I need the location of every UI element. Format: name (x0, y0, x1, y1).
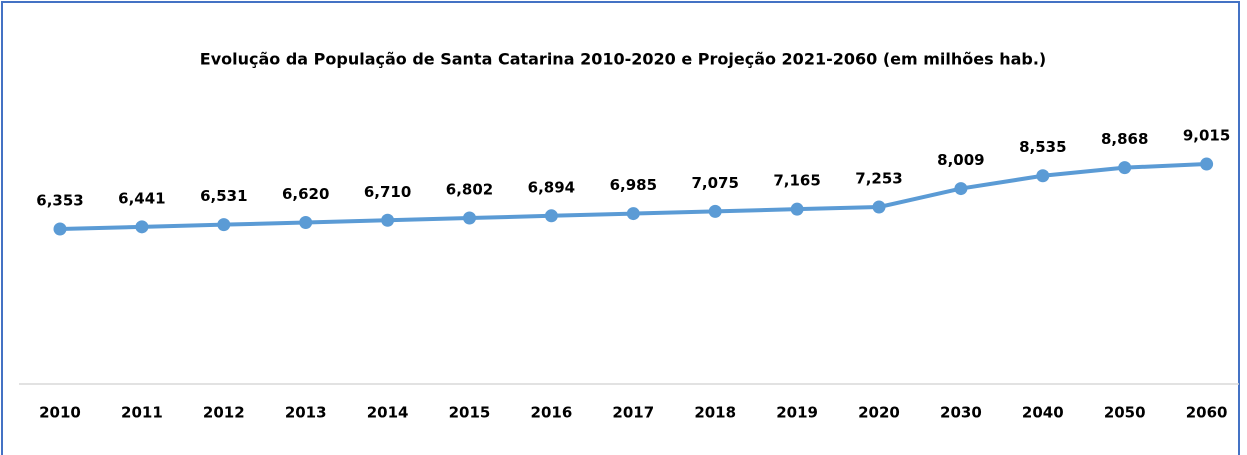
marker (626, 207, 640, 221)
data-label: 6,620 (282, 185, 329, 203)
data-label: 6,894 (528, 178, 575, 196)
x-tick-label: 2015 (449, 404, 491, 422)
marker (217, 218, 231, 232)
x-tick-label: 2060 (1186, 404, 1228, 422)
data-label: 6,802 (446, 181, 493, 199)
data-label: 7,253 (855, 170, 902, 188)
data-label: 8,009 (937, 151, 984, 169)
data-label: 6,353 (36, 191, 83, 209)
x-tick-label: 2018 (694, 404, 736, 422)
x-tick-label: 2010 (39, 404, 81, 422)
marker (954, 182, 968, 196)
data-label: 6,531 (200, 187, 247, 205)
data-label: 7,165 (773, 172, 820, 190)
data-label: 8,868 (1101, 130, 1148, 148)
x-tick-label: 2030 (940, 404, 982, 422)
marker (708, 204, 722, 218)
marker (872, 200, 886, 214)
data-label: 8,535 (1019, 138, 1066, 156)
data-label: 9,015 (1183, 127, 1230, 145)
marker (790, 202, 804, 216)
marker (1118, 161, 1132, 175)
x-tick-label: 2013 (285, 404, 327, 422)
marker (1200, 157, 1214, 171)
marker (135, 220, 149, 234)
chart-title: Evolução da População de Santa Catarina … (200, 50, 1046, 69)
x-tick-label: 2040 (1022, 404, 1064, 422)
marker (544, 209, 558, 223)
x-tick-label: 2020 (858, 404, 900, 422)
marker (299, 215, 313, 229)
data-label: 6,985 (610, 176, 657, 194)
x-tick-label: 2019 (776, 404, 818, 422)
x-tick-label: 2014 (367, 404, 409, 422)
x-tick-label: 2017 (612, 404, 654, 422)
x-tick-label: 2012 (203, 404, 245, 422)
data-label: 7,075 (691, 174, 738, 192)
x-tick-label: 2050 (1104, 404, 1146, 422)
x-tick-label: 2016 (531, 404, 573, 422)
x-tick-label: 2011 (121, 404, 163, 422)
marker (1036, 169, 1050, 183)
marker (381, 213, 395, 227)
marker (53, 222, 67, 236)
data-label: 6,441 (118, 189, 165, 207)
data-label: 6,710 (364, 183, 411, 201)
marker (463, 211, 476, 225)
